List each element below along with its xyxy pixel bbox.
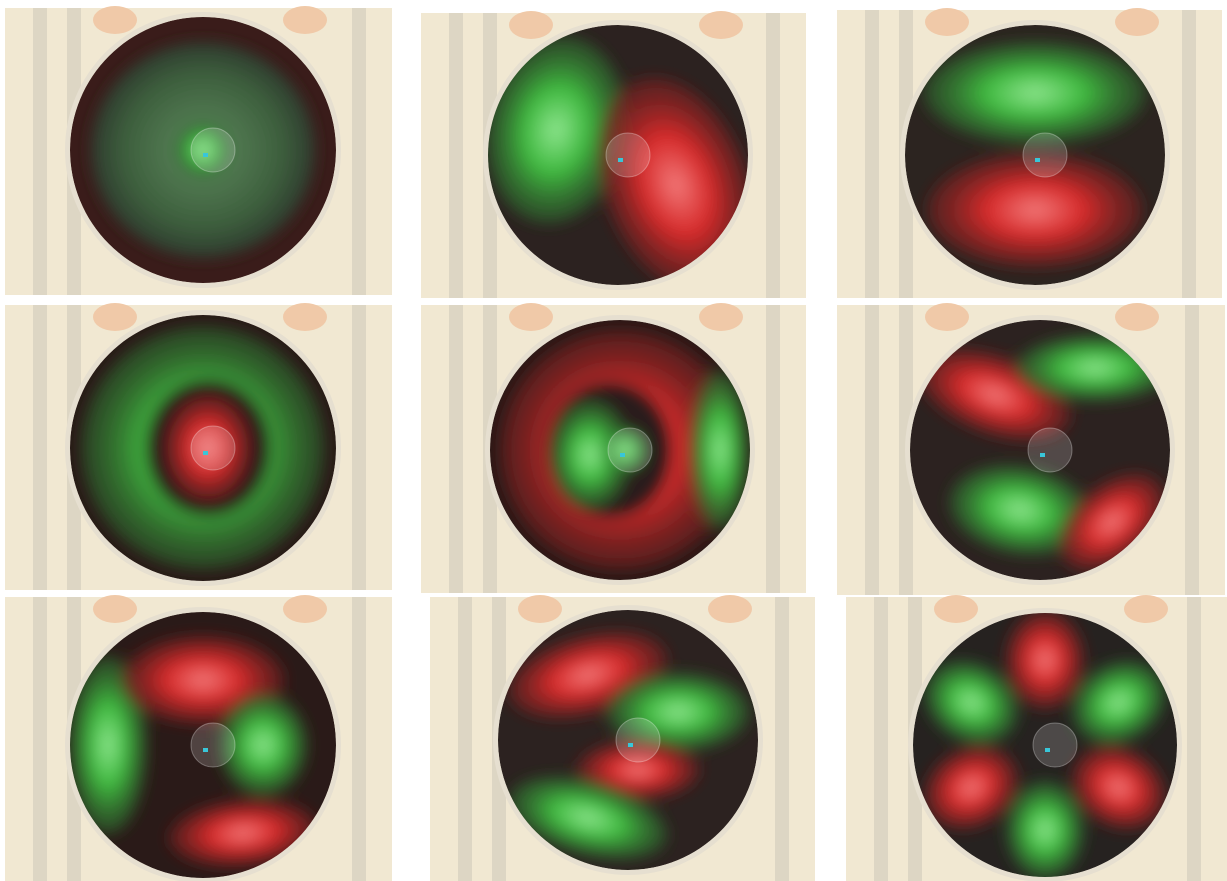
background-flower	[1124, 595, 1168, 623]
panel	[430, 595, 815, 881]
marker-dot	[203, 748, 208, 752]
mode-lobe	[1005, 780, 1085, 880]
background-pole	[449, 13, 463, 298]
marker-dot	[203, 153, 208, 157]
panel	[5, 595, 392, 881]
marker-dot	[620, 453, 625, 457]
background-pole	[1185, 305, 1199, 595]
background-flower	[509, 303, 553, 331]
background-flower	[518, 595, 562, 623]
panel	[846, 595, 1227, 881]
panel	[837, 303, 1225, 595]
panel	[5, 303, 392, 590]
page-body: (() => { const data = JSON.parse(documen…	[0, 0, 1227, 881]
marker-dot	[1045, 748, 1050, 752]
marker-dot	[618, 158, 623, 162]
background-pole	[33, 305, 47, 590]
mode-lobe	[1005, 610, 1085, 710]
center-sensor	[616, 718, 660, 762]
background-flower	[699, 11, 743, 39]
mode-lobe	[923, 41, 1147, 145]
center-sensor	[606, 133, 650, 177]
marker-dot	[628, 743, 633, 747]
marker-dot	[203, 451, 208, 455]
background-flower	[93, 595, 137, 623]
background-pole	[865, 10, 879, 298]
background-pole	[33, 8, 47, 295]
background-pole	[775, 597, 789, 881]
background-pole	[766, 13, 780, 298]
background-pole	[352, 305, 366, 590]
center-sensor	[608, 428, 652, 472]
background-pole	[449, 305, 463, 593]
panel	[421, 303, 806, 593]
background-pole	[865, 305, 879, 595]
background-flower	[283, 303, 327, 331]
background-pole	[1187, 597, 1201, 881]
panel	[5, 6, 392, 295]
page: {} html, body { margin: 0; padding: 0; b…	[0, 0, 1227, 881]
panel	[837, 8, 1222, 298]
center-sensor	[191, 128, 235, 172]
background-flower	[93, 6, 137, 34]
background-flower	[1115, 303, 1159, 331]
mode-shape-grid	[0, 0, 1227, 881]
center-sensor	[1028, 428, 1072, 472]
background-flower	[509, 11, 553, 39]
background-flower	[699, 303, 743, 331]
center-sensor	[191, 426, 235, 470]
background-pole	[766, 305, 780, 593]
marker-dot	[1040, 453, 1045, 457]
background-flower	[283, 595, 327, 623]
center-sensor	[1023, 133, 1067, 177]
background-pole	[1182, 10, 1196, 298]
background-flower	[283, 6, 327, 34]
center-sensor	[191, 723, 235, 767]
background-pole	[33, 597, 47, 881]
background-pole	[352, 597, 366, 881]
background-flower	[925, 8, 969, 36]
center-sensor	[1033, 723, 1077, 767]
background-pole	[458, 597, 472, 881]
background-flower	[934, 595, 978, 623]
background-flower	[93, 303, 137, 331]
panel	[421, 11, 806, 315]
background-pole	[874, 597, 888, 881]
background-pole	[352, 8, 366, 295]
background-flower	[1115, 8, 1159, 36]
marker-dot	[1035, 158, 1040, 162]
background-flower	[925, 303, 969, 331]
background-flower	[708, 595, 752, 623]
